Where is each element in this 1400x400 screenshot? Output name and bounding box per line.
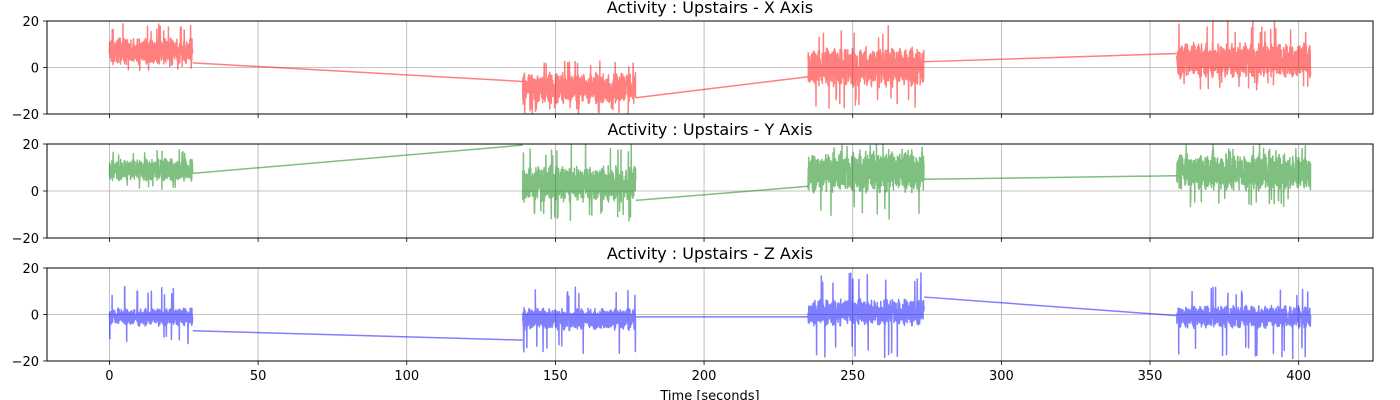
y-axis-connector-line <box>924 174 1177 180</box>
z-axis-signal-segment <box>1176 286 1312 360</box>
x-axis-signal-segment <box>807 24 925 109</box>
x-axis-ytick-label: 20 <box>22 15 39 30</box>
x-axis-panel-title: Activity : Upstairs - X Axis <box>607 0 813 17</box>
y-axis-panel-title: Activity : Upstairs - Y Axis <box>607 120 812 139</box>
z-axis-connector-line <box>924 296 1177 317</box>
z-axis-ytick-label: 0 <box>31 309 39 324</box>
y-axis-ytick-label: −20 <box>12 232 39 247</box>
x-axis-connector-line <box>192 62 523 83</box>
y-axis-series <box>108 144 1312 222</box>
z-axis-panel: Activity : Upstairs - Z Axis Time [secon… <box>12 244 1374 400</box>
x-axis-ytick-label: −20 <box>12 108 39 123</box>
x-axis-connector-line <box>635 76 809 99</box>
x-axis-signal-segment <box>1176 21 1312 91</box>
y-axis-ytick-label: 0 <box>31 185 39 200</box>
z-axis-xtick-label: 50 <box>250 369 267 384</box>
x-axis-signal-segment <box>108 23 194 72</box>
x-axis-connector-line <box>924 52 1177 63</box>
z-axis-signal-segment <box>521 286 637 355</box>
y-axis-signal-segment <box>521 144 637 222</box>
z-axis-xtick-label: 350 <box>1138 369 1163 384</box>
y-axis-panel: Activity : Upstairs - Y Axis −20 0 20 <box>12 120 1374 247</box>
z-axis-series <box>108 272 1312 360</box>
x-axis-ytick-label: 0 <box>31 62 39 77</box>
x-axis-label: Time [seconds] <box>659 389 759 400</box>
y-axis-ytick-label: 20 <box>22 138 39 153</box>
z-axis-signal-segment <box>807 272 925 359</box>
y-axis-signal-segment <box>1176 144 1312 208</box>
y-axis-connector-line <box>192 144 523 175</box>
z-axis-xtick-label: 200 <box>692 369 717 384</box>
z-axis-ytick-label: 20 <box>22 262 39 277</box>
z-axis-xtick-label: 300 <box>989 369 1014 384</box>
y-axis-signal-segment <box>807 144 925 220</box>
z-axis-xtick-label: 250 <box>840 369 865 384</box>
z-axis-ytick-label: −20 <box>12 355 39 370</box>
z-axis-xtick-label: 150 <box>543 369 568 384</box>
y-axis-connector-line <box>635 185 809 202</box>
y-axis-signal-segment <box>108 149 194 191</box>
z-axis-xtick-label: 0 <box>105 369 113 384</box>
x-axis-signal-segment <box>521 60 637 114</box>
x-axis-series <box>108 21 1312 114</box>
z-axis-xtick-label: 400 <box>1286 369 1311 384</box>
z-axis-panel-title: Activity : Upstairs - Z Axis <box>607 244 813 263</box>
z-axis-connector-line <box>192 330 523 341</box>
x-axis-panel: Activity : Upstairs - X Axis −20 0 20 <box>12 0 1374 123</box>
z-axis-xtick-label: 100 <box>394 369 419 384</box>
z-axis-signal-segment <box>108 285 194 345</box>
